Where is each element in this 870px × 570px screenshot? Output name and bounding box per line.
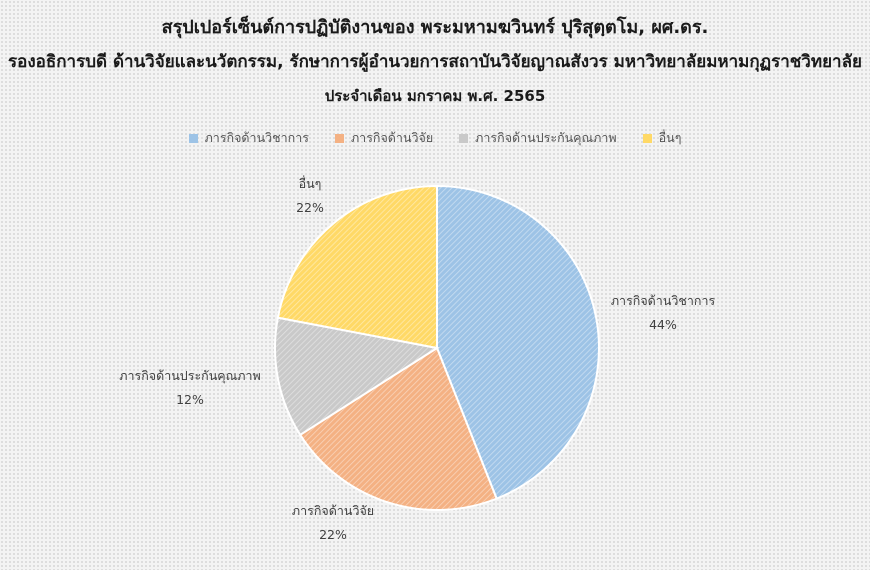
data-label-quality-name: ภารกิจด้านประกันคุณภาพ — [119, 368, 261, 383]
data-label-research-name: ภารกิจด้านวิจัย — [291, 503, 375, 518]
data-label-academic: ภารกิจด้านวิชาการ 44% — [598, 289, 728, 337]
chart-title-line-3: ประจำเดือน มกราคม พ.ศ. 2565 — [324, 87, 546, 105]
data-label-other-name: อื่นๆ — [298, 176, 322, 191]
legend: ภารกิจด้านวิชาการ ภารกิจด้านวิจัย ภารกิจ… — [0, 128, 870, 148]
legend-label-quality: ภารกิจด้านประกันคุณภาพ — [475, 130, 617, 145]
legend-swatch-academic — [188, 133, 198, 143]
chart-title-line-1: สรุปเปอร์เซ็นต์การปฏิบัติงานของ พระมหามฆ… — [161, 17, 709, 38]
data-label-other: อื่นๆ 22% — [270, 172, 350, 220]
legend-swatch-quality — [459, 133, 469, 143]
legend-item-other: อื่นๆ — [642, 128, 682, 148]
chart-title-line-2: รองอธิการบดี ด้านวิจัยและนวัตกรรม, รักษา… — [8, 52, 862, 72]
legend-label-research: ภารกิจด้านวิจัย — [350, 130, 434, 145]
pie-slice-hatch-research — [300, 348, 497, 510]
legend-swatch-other — [642, 133, 652, 143]
data-label-quality-value: 12% — [176, 392, 204, 407]
pie-slice-hatch-academic — [437, 186, 599, 499]
legend-label-academic: ภารกิจด้านวิชาการ — [204, 130, 309, 145]
data-label-other-value: 22% — [296, 200, 324, 215]
data-label-research: ภารกิจด้านวิจัย 22% — [268, 499, 398, 547]
legend-item-quality: ภารกิจด้านประกันคุณภาพ — [459, 128, 617, 148]
legend-swatch-research — [334, 133, 344, 143]
data-label-research-value: 22% — [319, 527, 347, 542]
data-label-academic-value: 44% — [649, 317, 677, 332]
data-label-academic-name: ภารกิจด้านวิชาการ — [610, 293, 716, 308]
pie-slice-hatch-quality — [275, 317, 437, 435]
data-label-quality: ภารกิจด้านประกันคุณภาพ 12% — [100, 364, 280, 412]
legend-item-academic: ภารกิจด้านวิชาการ — [188, 128, 309, 148]
legend-label-other: อื่นๆ — [658, 130, 682, 145]
legend-item-research: ภารกิจด้านวิจัย — [334, 128, 434, 148]
pie-slice-hatch-other — [277, 186, 437, 348]
